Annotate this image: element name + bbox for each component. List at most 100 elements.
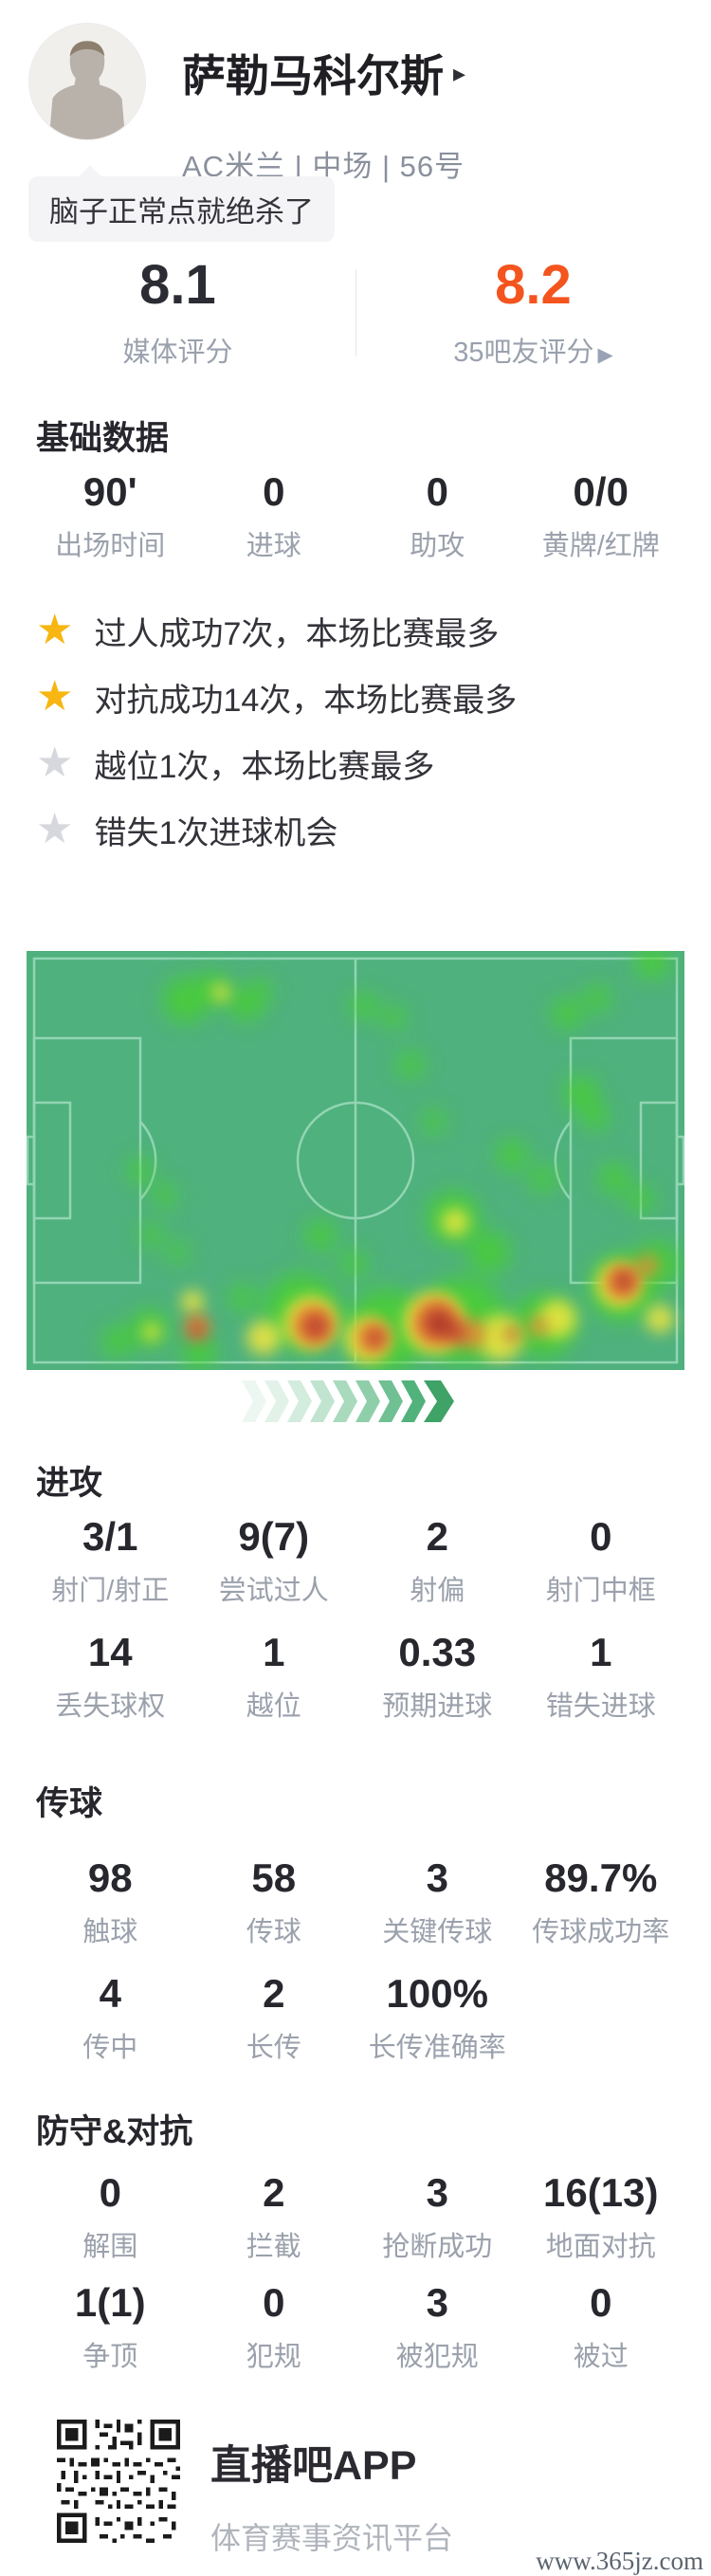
stat-woodwork: 0 射门中框: [520, 1517, 684, 1608]
stat-aerial-duels: 1(1) 争顶: [28, 2283, 192, 2374]
media-rating: 8.1 媒体评分: [0, 258, 356, 370]
stat-label: 地面对抗: [545, 2232, 656, 2262]
stat-goals: 0 进球: [192, 472, 356, 563]
pitch-lines: [26, 957, 685, 1364]
watermark: www.365jz.com: [536, 2547, 703, 2575]
stat-label: 长传准确率: [368, 2033, 506, 2063]
arrow-right-icon: ▶: [597, 344, 613, 366]
stat-minutes: 90' 出场时间: [28, 472, 192, 563]
fans-rating-value: 8.2: [495, 254, 572, 316]
stat-label: 黄牌/红牌: [541, 531, 660, 561]
stat-value: 3/1: [82, 1514, 138, 1559]
section-title-passing: 传球: [36, 1785, 103, 1822]
stat-offsides: 1 越位: [192, 1633, 356, 1724]
section-title-attack: 进攻: [36, 1465, 103, 1502]
stat-assists: 0 助攻: [356, 472, 520, 563]
pitch-heatmap: [26, 945, 685, 1372]
highlight-offsides: ★ 越位1次，本场比赛最多: [0, 730, 711, 796]
stat-shots: 3/1 射门/射正: [28, 1517, 192, 1608]
stat-tackles-won: 3 抢断成功: [356, 2173, 520, 2264]
stat-label: 抢断成功: [382, 2232, 493, 2262]
fans-rating[interactable]: 8.2 35吧友评分 ▶: [356, 258, 711, 370]
media-rating-value: 8.1: [139, 254, 216, 316]
stat-label: 传球: [246, 1917, 301, 1947]
stat-value: 89.7%: [544, 1855, 658, 1900]
star-icon: ★: [36, 607, 74, 653]
defense-stats-row-1: 0 解围 2 拦截 3 抢断成功 16(13) 地面对抗: [0, 2173, 711, 2264]
fans-rating-label-text: 35吧友评分: [453, 338, 594, 368]
fans-rating-label: 35吧友评分 ▶: [356, 330, 711, 370]
stat-label: 犯规: [246, 2342, 301, 2372]
qr-code-image: [57, 2420, 180, 2543]
stat-value: 100%: [386, 1971, 488, 2016]
comment-bubble: 脑子正常点就绝杀了: [28, 176, 335, 242]
stat-value: 4: [99, 1971, 121, 2016]
chevron-right-icon: ▸: [453, 58, 466, 87]
media-rating-label: 媒体评分: [122, 338, 233, 368]
highlight-text: 过人成功7次，本场比赛最多: [94, 615, 500, 652]
stat-value: 0: [263, 469, 285, 514]
heat-red-blobs: [190, 1269, 636, 1348]
chevrons-icon: [242, 1380, 454, 1422]
stat-label: 助攻: [410, 531, 465, 561]
stat-long-balls: 2 长传: [192, 1974, 356, 2065]
player-avatar[interactable]: [28, 23, 146, 140]
stat-label: 进球: [246, 531, 301, 561]
stat-label: 传球成功率: [532, 1917, 670, 1947]
stat-label: 射门中框: [545, 1576, 656, 1606]
defense-stats-row-2: 1(1) 争顶 0 犯规 3 被犯规 0 被过: [0, 2283, 711, 2374]
stat-value: 3: [426, 2170, 448, 2215]
stat-dribbled-past: 0 被过: [520, 2283, 684, 2374]
stat-value: 0: [426, 469, 448, 514]
highlight-missed-chance: ★ 错失1次进球机会: [0, 796, 711, 863]
stat-value: 1: [590, 1630, 612, 1674]
stat-value: 0.33: [398, 1630, 477, 1674]
stat-value: 14: [87, 1630, 133, 1674]
stat-value: 0: [263, 2280, 285, 2325]
stat-value: 0: [590, 1514, 612, 1559]
star-icon: ★: [36, 806, 74, 852]
highlight-dribbles: ★ 过人成功7次，本场比赛最多: [0, 597, 711, 664]
highlight-duels: ★ 对抗成功14次，本场比赛最多: [0, 664, 711, 730]
stat-value: 1: [263, 1630, 285, 1674]
star-icon: ★: [36, 673, 74, 720]
stat-value: 2: [263, 1971, 285, 2016]
attack-direction-chevrons: [242, 1380, 469, 1422]
stat-big-chance-missed: 1 错失进球: [520, 1633, 684, 1724]
ratings-row: 8.1 媒体评分 8.2 35吧友评分 ▶: [0, 258, 711, 370]
stat-crosses: 4 传中: [28, 1974, 192, 2065]
stat-label: 被过: [573, 2342, 629, 2372]
stat-label: 射偏: [410, 1576, 465, 1606]
stat-xg: 0.33 预期进球: [356, 1633, 520, 1724]
stat-value: 9(7): [238, 1514, 310, 1559]
stat-fouled: 3 被犯规: [356, 2283, 520, 2374]
stat-clearances: 0 解围: [28, 2173, 192, 2264]
attack-stats-row-1: 3/1 射门/射正 9(7) 尝试过人 2 射偏 0 射门中框: [0, 1517, 711, 1608]
stat-interceptions: 2 拦截: [192, 2173, 356, 2264]
stat-touches: 98 触球: [28, 1858, 192, 1949]
stat-cards: 0/0 黄牌/红牌: [520, 472, 684, 563]
stat-value: 16(13): [543, 2170, 659, 2215]
stat-label: 解围: [82, 2232, 138, 2262]
stat-fouls: 0 犯规: [192, 2283, 356, 2374]
stat-value: 1(1): [74, 2280, 146, 2325]
stat-label: 射门/射正: [51, 1576, 170, 1606]
highlight-text: 对抗成功14次，本场比赛最多: [94, 682, 518, 719]
attack-stats-row-2: 14 丢失球权 1 越位 0.33 预期进球 1 错失进球: [0, 1633, 711, 1724]
passing-stats-row-2: 4 传中 2 长传 100% 长传准确率: [0, 1974, 711, 2065]
stat-empty: [520, 1974, 684, 2065]
highlights-list: ★ 过人成功7次，本场比赛最多 ★ 对抗成功14次，本场比赛最多 ★ 越位1次，…: [0, 597, 711, 863]
stat-value: 3: [426, 2280, 448, 2325]
passing-stats-row-1: 98 触球 58 传球 3 关键传球 89.7% 传球成功率: [0, 1858, 711, 1949]
stat-ground-duels: 16(13) 地面对抗: [520, 2173, 684, 2264]
avatar-photo: [29, 24, 145, 139]
stat-value: 58: [251, 1855, 297, 1900]
stat-label: 传中: [82, 2033, 138, 2063]
pitch-heatmap-image: [26, 945, 685, 1372]
stat-value: 90': [82, 469, 137, 514]
player-name[interactable]: 萨勒马科尔斯 ▸: [182, 42, 465, 104]
stat-long-ball-accuracy: 100% 长传准确率: [356, 1974, 520, 2065]
stat-value: 2: [426, 1514, 448, 1559]
section-title-defense: 防守&对抗: [36, 2113, 193, 2150]
